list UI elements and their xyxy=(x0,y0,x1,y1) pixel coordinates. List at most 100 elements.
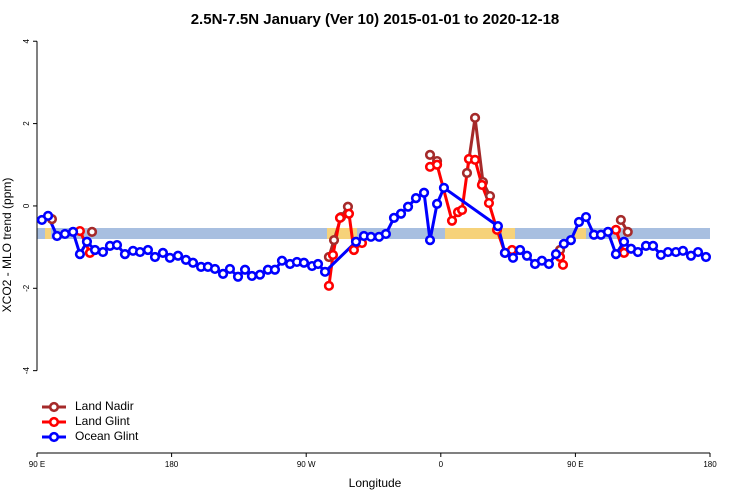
data-point xyxy=(239,264,251,275)
data-point xyxy=(348,244,360,256)
x-tick-label: 180 xyxy=(703,460,717,469)
data-point xyxy=(550,249,562,260)
data-point xyxy=(134,246,146,258)
data-point xyxy=(89,244,101,256)
data-point xyxy=(51,230,63,242)
data-point xyxy=(431,198,443,209)
data-point xyxy=(476,179,488,191)
data-point xyxy=(610,249,622,260)
data-point xyxy=(319,266,331,277)
legend-label: Land Glint xyxy=(75,414,130,428)
data-point xyxy=(692,246,704,258)
data-point xyxy=(149,251,161,263)
data-point xyxy=(622,226,633,237)
legend-label: Ocean Glint xyxy=(75,429,139,443)
data-point xyxy=(461,167,473,179)
data-point xyxy=(647,240,659,251)
data-point xyxy=(483,197,495,209)
data-point xyxy=(164,252,176,263)
data-point xyxy=(424,149,436,160)
legend-marker xyxy=(48,431,60,443)
data-point xyxy=(42,210,54,221)
data-point xyxy=(67,226,79,237)
data-point xyxy=(59,228,71,240)
data-point xyxy=(343,208,355,219)
data-point xyxy=(365,231,377,242)
x-tick-label: 90 E xyxy=(29,460,45,469)
x-tick-label: 0 xyxy=(439,460,444,469)
x-tick-label: 90 W xyxy=(297,460,316,469)
data-point xyxy=(456,204,468,216)
x-tick-label: 90 E xyxy=(567,460,583,469)
data-point xyxy=(610,224,622,235)
data-point xyxy=(232,271,244,282)
legend-marker xyxy=(48,416,60,428)
data-point xyxy=(469,112,481,123)
data-point xyxy=(224,263,236,275)
data-point xyxy=(254,269,266,280)
data-point xyxy=(328,235,340,246)
data-point xyxy=(662,246,674,258)
data-point xyxy=(499,247,511,258)
data-point xyxy=(615,214,626,226)
data-point xyxy=(632,246,644,258)
data-point xyxy=(97,246,109,258)
land-band xyxy=(45,228,51,239)
data-point xyxy=(418,187,430,198)
data-point xyxy=(431,159,443,170)
data-point xyxy=(119,249,131,260)
data-point xyxy=(157,247,169,258)
data-point xyxy=(172,250,184,261)
land-band xyxy=(327,228,357,239)
data-point xyxy=(334,212,346,223)
data-point xyxy=(492,221,504,232)
land-band xyxy=(574,228,586,239)
data-point xyxy=(395,208,407,219)
land-band xyxy=(445,228,515,239)
data-point xyxy=(677,245,689,256)
data-point xyxy=(507,252,519,263)
data-point xyxy=(573,216,585,228)
y-tick-label: -4 xyxy=(22,367,31,375)
data-point xyxy=(514,244,526,256)
data-point xyxy=(217,268,229,279)
y-axis-title: XCO2 - MLO trend (ppm) xyxy=(0,178,14,313)
legend-marker xyxy=(48,401,60,413)
x-tick-label: 180 xyxy=(165,460,179,469)
data-point xyxy=(602,226,614,237)
data-point xyxy=(246,270,258,282)
data-point xyxy=(618,236,630,247)
data-point xyxy=(187,257,199,268)
data-point xyxy=(700,251,712,263)
series-line xyxy=(78,157,626,287)
data-point xyxy=(327,249,339,261)
data-point xyxy=(269,264,281,275)
data-point xyxy=(323,280,335,291)
data-point xyxy=(424,235,436,246)
data-point xyxy=(402,201,414,212)
data-point xyxy=(298,257,310,268)
data-point xyxy=(350,236,362,247)
data-point xyxy=(388,212,400,223)
data-point xyxy=(276,255,288,266)
data-point xyxy=(142,244,154,256)
data-point xyxy=(81,236,93,247)
x-axis-title: Longitude xyxy=(349,476,402,490)
data-point xyxy=(543,258,555,270)
data-point xyxy=(438,182,450,193)
data-point xyxy=(380,228,392,240)
y-tick-label: 0 xyxy=(22,203,31,208)
y-tick-label: -2 xyxy=(22,284,31,292)
data-point xyxy=(74,249,86,260)
data-point xyxy=(111,239,123,251)
data-point xyxy=(86,226,98,237)
legend-label: Land Nadir xyxy=(75,399,134,413)
data-point xyxy=(209,263,221,275)
data-point xyxy=(557,259,569,270)
y-tick-label: 2 xyxy=(22,121,31,126)
data-point xyxy=(446,215,458,226)
data-point xyxy=(469,154,481,165)
